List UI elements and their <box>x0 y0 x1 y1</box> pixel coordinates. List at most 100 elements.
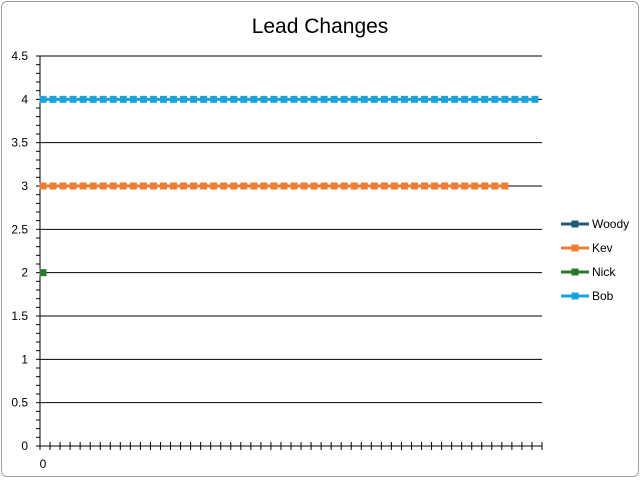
chart-title: Lead Changes <box>252 15 389 38</box>
data-point <box>89 95 97 103</box>
data-point <box>119 182 127 190</box>
data-point <box>340 95 348 103</box>
data-point <box>451 95 459 103</box>
data-point <box>360 182 368 190</box>
data-point <box>210 182 218 190</box>
legend-item-bob: Bob <box>561 289 614 303</box>
data-point <box>340 182 348 190</box>
data-point <box>79 182 87 190</box>
data-point <box>129 95 137 103</box>
data-point <box>491 95 499 103</box>
data-point <box>200 95 208 103</box>
data-point <box>39 95 47 103</box>
legend-item-woody: Woody <box>561 217 629 231</box>
data-point <box>290 182 298 190</box>
data-point <box>501 182 509 190</box>
data-point <box>159 182 167 190</box>
data-point <box>310 182 318 190</box>
data-point <box>49 95 57 103</box>
data-point <box>260 182 268 190</box>
y-tick-labels: 0 0.5 1 1.5 2 2.5 3 3.5 4 4.5 <box>11 49 28 453</box>
data-point <box>99 95 107 103</box>
data-point <box>431 182 439 190</box>
data-point <box>280 95 288 103</box>
data-point <box>410 95 418 103</box>
data-point <box>370 95 378 103</box>
legend-label: Nick <box>592 265 616 279</box>
data-point <box>39 182 47 190</box>
legend-marker <box>571 292 579 300</box>
series-nick <box>39 269 47 277</box>
data-point <box>511 95 519 103</box>
data-point <box>350 95 358 103</box>
y-tick-label: 1 <box>21 352 28 366</box>
data-point <box>149 182 157 190</box>
y-tick-label: 0.5 <box>11 396 28 410</box>
data-point <box>220 95 228 103</box>
legend-marker <box>571 220 579 228</box>
data-point <box>270 95 278 103</box>
data-point <box>69 95 77 103</box>
data-point <box>320 95 328 103</box>
data-point <box>481 182 489 190</box>
data-point <box>350 182 358 190</box>
legend-marker <box>571 244 579 252</box>
data-point <box>69 182 77 190</box>
data-point <box>270 182 278 190</box>
data-point <box>360 95 368 103</box>
data-point <box>461 182 469 190</box>
data-point <box>210 95 218 103</box>
legend-label: Kev <box>592 241 613 255</box>
data-point <box>501 95 509 103</box>
data-point <box>190 95 198 103</box>
data-point <box>320 182 328 190</box>
data-point <box>431 95 439 103</box>
data-point <box>230 182 238 190</box>
data-point <box>240 182 248 190</box>
data-point <box>491 182 499 190</box>
data-point <box>139 95 147 103</box>
data-point <box>240 95 248 103</box>
data-point <box>180 95 188 103</box>
data-point <box>180 182 188 190</box>
data-point <box>39 269 47 277</box>
y-tick-label: 4.5 <box>11 49 28 63</box>
data-point <box>330 182 338 190</box>
data-point <box>230 95 238 103</box>
data-point <box>441 95 449 103</box>
series-layer <box>39 95 539 277</box>
data-point <box>250 182 258 190</box>
axes <box>36 55 543 450</box>
y-tick-label: 3.5 <box>11 136 28 150</box>
data-point <box>400 182 408 190</box>
legend-item-nick: Nick <box>561 265 616 279</box>
data-point <box>89 182 97 190</box>
gridlines <box>40 55 542 404</box>
data-point <box>139 182 147 190</box>
data-point <box>109 95 117 103</box>
data-point <box>149 95 157 103</box>
data-point <box>170 95 178 103</box>
data-point <box>310 95 318 103</box>
legend-item-kev: Kev <box>561 241 613 255</box>
y-tick-label: 2.5 <box>11 222 28 236</box>
data-point <box>421 95 429 103</box>
data-point <box>461 95 469 103</box>
data-point <box>451 182 459 190</box>
data-point <box>390 95 398 103</box>
data-point <box>290 95 298 103</box>
data-point <box>410 182 418 190</box>
legend-label: Woody <box>592 217 629 231</box>
data-point <box>390 182 398 190</box>
data-point <box>250 95 258 103</box>
data-point <box>59 95 67 103</box>
data-point <box>531 95 539 103</box>
y-tick-label: 4 <box>21 92 28 106</box>
data-point <box>300 182 308 190</box>
x-tick-labels: 0 <box>40 457 47 471</box>
series-kev <box>39 182 509 190</box>
data-point <box>330 95 338 103</box>
data-point <box>521 95 529 103</box>
data-point <box>471 182 479 190</box>
